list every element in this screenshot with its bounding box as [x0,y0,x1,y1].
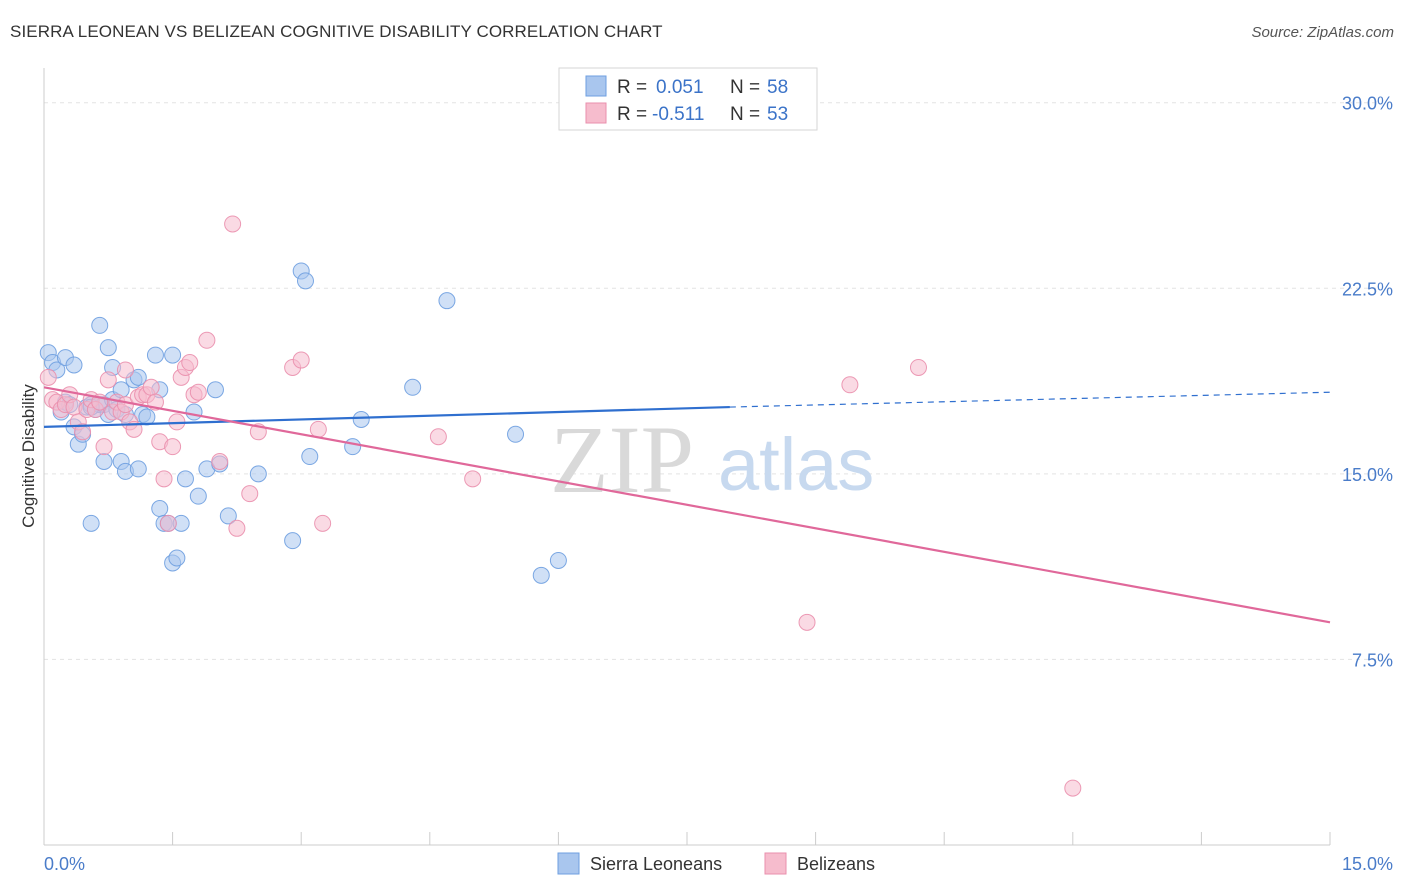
x-tick-label-0: 0.0% [44,854,85,874]
bottom-legend-swatch-pink [764,852,787,875]
point-sierra-leoneans-28 [138,408,156,426]
y-tick-label-0: 7.5% [1352,650,1393,670]
x-axis-ticks [43,832,1331,845]
point-belizeans-47 [464,470,482,488]
point-sierra-leoneans-44 [189,487,207,505]
point-sierra-leoneans-57 [438,292,456,310]
point-sierra-leoneans-40 [168,549,186,567]
bottom-legend-label-pink: Belizeans [797,854,875,874]
legend-r-label-pink: R = [617,104,647,125]
point-sierra-leoneans-36 [151,500,169,518]
point-belizeans-51 [1064,779,1082,797]
gridlines [44,102,1380,660]
point-sierra-leoneans-29 [146,346,164,364]
point-sierra-leoneans-52 [296,272,314,290]
x-tick-label-1: 15.0% [1342,854,1393,874]
legend-n-value-blue: 58 [767,77,788,98]
point-belizeans-49 [841,376,859,394]
series-belizeans-points [39,215,1082,797]
legend-n-label-pink: N = [730,104,760,125]
point-belizeans-45 [314,514,332,532]
point-sierra-leoneans-50 [284,532,302,550]
watermark-atlas: atlas [718,423,874,506]
point-sierra-leoneans-35 [129,460,147,478]
point-sierra-leoneans-31 [164,346,182,364]
point-sierra-leoneans-26 [129,368,147,386]
watermark-zip: ZIP [550,406,694,513]
source-credit: Source: ZipAtlas.com [1251,24,1394,41]
point-belizeans-27 [155,470,173,488]
correlation-legend: R = 0.051 N = 58 R = -0.511 N = 53 [558,67,818,131]
point-belizeans-24 [142,378,160,396]
y-tick-label-1: 15.0% [1342,465,1393,485]
trend-line-sierra-leoneans-projection [729,391,1331,408]
point-sierra-leoneans-18 [65,356,83,374]
point-belizeans-13 [95,438,113,456]
bottom-legend-swatch-blue [557,852,580,875]
point-belizeans-52 [116,361,134,379]
point-belizeans-29 [164,438,182,456]
legend-r-value-blue: 0.051 [656,77,704,98]
point-belizeans-14 [99,371,117,389]
watermark: ZIP atlas [550,406,874,513]
point-sierra-leoneans-60 [549,551,567,569]
point-belizeans-38 [224,215,242,233]
point-belizeans-35 [189,383,207,401]
point-sierra-leoneans-21 [99,339,117,357]
point-sierra-leoneans-32 [95,453,113,470]
y-tick-label-2: 22.5% [1342,279,1393,299]
bottom-legend-label-blue: Sierra Leoneans [590,854,722,874]
trend-line-belizeans [43,386,1331,624]
legend-swatch-blue [585,75,607,97]
point-sierra-leoneans-55 [352,410,370,428]
point-belizeans-48 [798,613,816,631]
point-belizeans-46 [429,428,447,446]
point-sierra-leoneans-20 [91,316,109,334]
trend-lines [43,386,1331,624]
y-tick-label-3: 30.0% [1342,94,1393,114]
point-belizeans-39 [228,519,246,537]
trend-line-sierra-leoneans [43,405,730,428]
point-belizeans-40 [241,485,259,503]
point-belizeans-8 [74,423,92,441]
point-sierra-leoneans-53 [301,448,319,466]
point-belizeans-0 [39,368,57,386]
legend-r-label-blue: R = [617,77,647,98]
point-sierra-leoneans-59 [532,566,550,584]
legend-swatch-pink [585,102,607,124]
chart-title: SIERRA LEONEAN VS BELIZEAN COGNITIVE DIS… [10,22,663,41]
point-belizeans-36 [198,331,216,349]
point-sierra-leoneans-61 [82,514,100,532]
point-sierra-leoneans-49 [249,465,267,483]
series-sierra-leoneans-points [39,262,567,584]
point-sierra-leoneans-43 [185,403,203,421]
legend-n-value-pink: 53 [767,104,788,125]
y-axis-label: Cognitive Disability [19,384,38,528]
point-belizeans-50 [909,358,927,376]
point-belizeans-37 [211,453,229,470]
point-belizeans-44 [309,420,327,438]
point-sierra-leoneans-46 [206,381,224,399]
point-sierra-leoneans-58 [507,425,525,443]
point-sierra-leoneans-42 [176,470,194,488]
legend-n-label-blue: N = [730,77,760,98]
y-tick-labels: 7.5% 15.0% 22.5% 30.0% [1342,94,1393,671]
point-sierra-leoneans-54 [344,438,362,456]
point-sierra-leoneans-48 [219,507,237,525]
point-belizeans-33 [181,354,199,372]
legend-r-value-pink: -0.511 [652,104,704,125]
series-legend: Sierra Leoneans Belizeans [557,852,875,875]
point-belizeans-28 [159,514,177,532]
point-belizeans-43 [292,351,310,369]
point-sierra-leoneans-56 [404,378,422,396]
x-tick-labels: 0.0% 15.0% [44,854,1393,874]
